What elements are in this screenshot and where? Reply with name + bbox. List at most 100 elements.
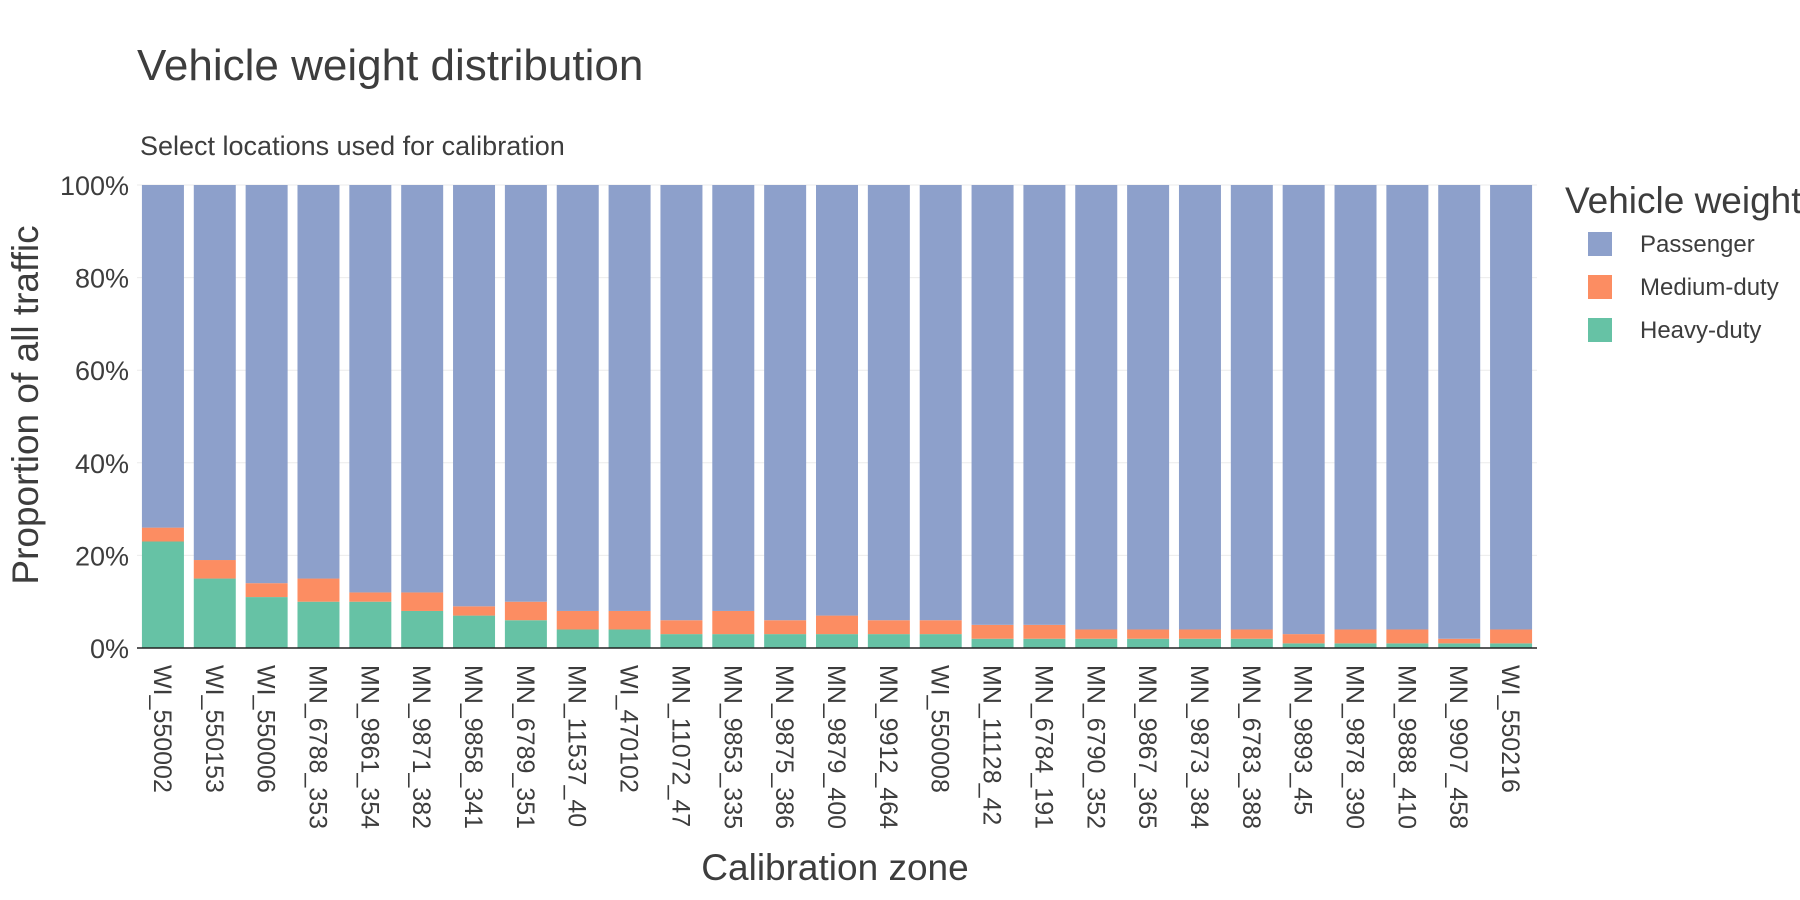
bar-segment-heavy-duty [1230, 638, 1273, 648]
bar-segment-passenger [297, 185, 340, 579]
bar-segment-passenger [193, 185, 236, 561]
x-tick-label: MN_9878_390 [1341, 665, 1369, 829]
bar-segment-passenger [245, 185, 288, 584]
bar-segment-heavy-duty [1282, 643, 1325, 648]
bar-segment-heavy-duty [1334, 643, 1377, 648]
bar-segment-medium-duty [1282, 634, 1325, 644]
x-tick-label: MN_9912_464 [874, 665, 902, 829]
bar-segment-passenger [608, 185, 651, 611]
bar-segment-passenger [1490, 185, 1533, 630]
bar-segment-medium-duty [1230, 629, 1273, 639]
legend-label: Passenger [1640, 231, 1755, 258]
bar-segment-heavy-duty [1438, 643, 1481, 648]
bar-segment-passenger [867, 185, 910, 621]
bar-segment-heavy-duty [297, 601, 340, 648]
x-tick-label: MN_9888_410 [1392, 665, 1420, 829]
y-tick-label: 40% [75, 449, 129, 479]
x-tick-label: MN_9858_341 [459, 665, 487, 829]
bar-segment-medium-duty [245, 583, 288, 598]
x-tick-label: WI_470102 [615, 665, 643, 793]
bar-segment-heavy-duty [401, 610, 444, 648]
bar-segment-heavy-duty [971, 638, 1014, 648]
bars [141, 185, 1533, 648]
bar-segment-heavy-duty [764, 634, 807, 648]
bar-segment-passenger [1178, 185, 1221, 630]
bar-segment-medium-duty [1438, 638, 1481, 644]
bar-segment-heavy-duty [1490, 643, 1533, 648]
bar-segment-heavy-duty [608, 629, 651, 648]
x-tick-label: MN_9853_335 [718, 665, 746, 829]
x-axis-ticks: WI_550002 WI_550153 WI_550006 MN_6788_353 MN… [148, 665, 1524, 829]
x-tick-label: MN_11537_40 [563, 665, 591, 827]
x-tick-label: WI_550006 [252, 665, 280, 793]
bar-segment-passenger [141, 185, 184, 528]
chart-title: Vehicle weight distribution [137, 41, 643, 90]
bar-segment-passenger [1438, 185, 1481, 639]
bar-segment-heavy-duty [1075, 638, 1118, 648]
x-axis-title: Calibration zone [701, 847, 968, 888]
bar-segment-medium-duty [297, 578, 340, 602]
y-axis-title: Proportion of all traffic [5, 225, 46, 584]
bar-segment-passenger [1334, 185, 1377, 630]
bar-segment-heavy-duty [1178, 638, 1221, 648]
bar-segment-medium-duty [608, 610, 651, 630]
bar-segment-medium-duty [1334, 629, 1377, 644]
bar-segment-heavy-duty [816, 634, 858, 648]
y-tick-label: 20% [75, 541, 129, 571]
bar-segment-medium-duty [660, 620, 703, 635]
bar-segment-passenger [453, 185, 496, 607]
x-tick-label: MN_9871_382 [407, 665, 435, 829]
bar-segment-passenger [1386, 185, 1429, 630]
bar-segment-passenger [556, 185, 599, 611]
chart-subtitle: Select locations used for calibration [140, 131, 565, 161]
bar-segment-medium-duty [193, 560, 236, 579]
bar-segment-medium-duty [712, 610, 755, 635]
legend: Vehicle weight Passenger Medium-duty Heavy… [1565, 180, 1800, 344]
x-tick-label: WI_550216 [1496, 665, 1524, 793]
bar-segment-passenger [764, 185, 807, 621]
bar-segment-medium-duty [401, 592, 444, 611]
bar-segment-medium-duty [349, 592, 392, 602]
bar-segment-heavy-duty [1386, 643, 1429, 648]
bar-segment-medium-duty [453, 606, 496, 616]
bar-segment-medium-duty [504, 601, 547, 621]
bar-segment-passenger [349, 185, 392, 593]
bar-segment-medium-duty [816, 615, 858, 635]
bar-segment-heavy-duty [504, 620, 547, 648]
bar-segment-heavy-duty [245, 597, 288, 648]
x-tick-label: MN_6789_351 [511, 665, 539, 829]
bar-segment-heavy-duty [453, 615, 496, 648]
bar-segment-heavy-duty [349, 601, 392, 648]
legend-label: Medium-duty [1640, 274, 1779, 301]
bar-segment-passenger [919, 185, 962, 621]
x-tick-label: MN_9867_365 [1133, 665, 1161, 829]
bar-segment-heavy-duty [712, 634, 755, 648]
x-tick-label: MN_6784_191 [1029, 665, 1057, 829]
bar-segment-medium-duty [1178, 629, 1221, 639]
bar-segment-medium-duty [1023, 624, 1066, 639]
bar-segment-medium-duty [971, 624, 1014, 639]
y-tick-label: 60% [75, 356, 129, 386]
bar-segment-heavy-duty [193, 578, 236, 648]
bar-segment-medium-duty [1386, 629, 1429, 644]
bar-segment-passenger [1282, 185, 1325, 635]
x-tick-label: WI_550008 [926, 665, 954, 793]
legend-swatch-medium-duty [1588, 275, 1612, 299]
x-tick-label: MN_6790_352 [1081, 665, 1109, 829]
legend-swatch-heavy-duty [1588, 318, 1612, 342]
bar-segment-medium-duty [1075, 629, 1118, 639]
x-tick-label: MN_9893_45 [1289, 665, 1317, 815]
legend-title: Vehicle weight [1565, 180, 1800, 221]
bar-segment-passenger [1230, 185, 1273, 630]
y-tick-label: 80% [75, 264, 129, 294]
y-tick-label: 0% [90, 634, 129, 664]
bar-segment-passenger [504, 185, 547, 602]
bar-segment-medium-duty [556, 610, 599, 630]
bar-segment-heavy-duty [867, 634, 910, 648]
x-tick-label: MN_6788_353 [303, 665, 331, 829]
bar-segment-medium-duty [141, 527, 184, 542]
bar-segment-medium-duty [867, 620, 910, 635]
bar-segment-heavy-duty [1127, 638, 1170, 648]
bar-segment-heavy-duty [141, 541, 184, 648]
